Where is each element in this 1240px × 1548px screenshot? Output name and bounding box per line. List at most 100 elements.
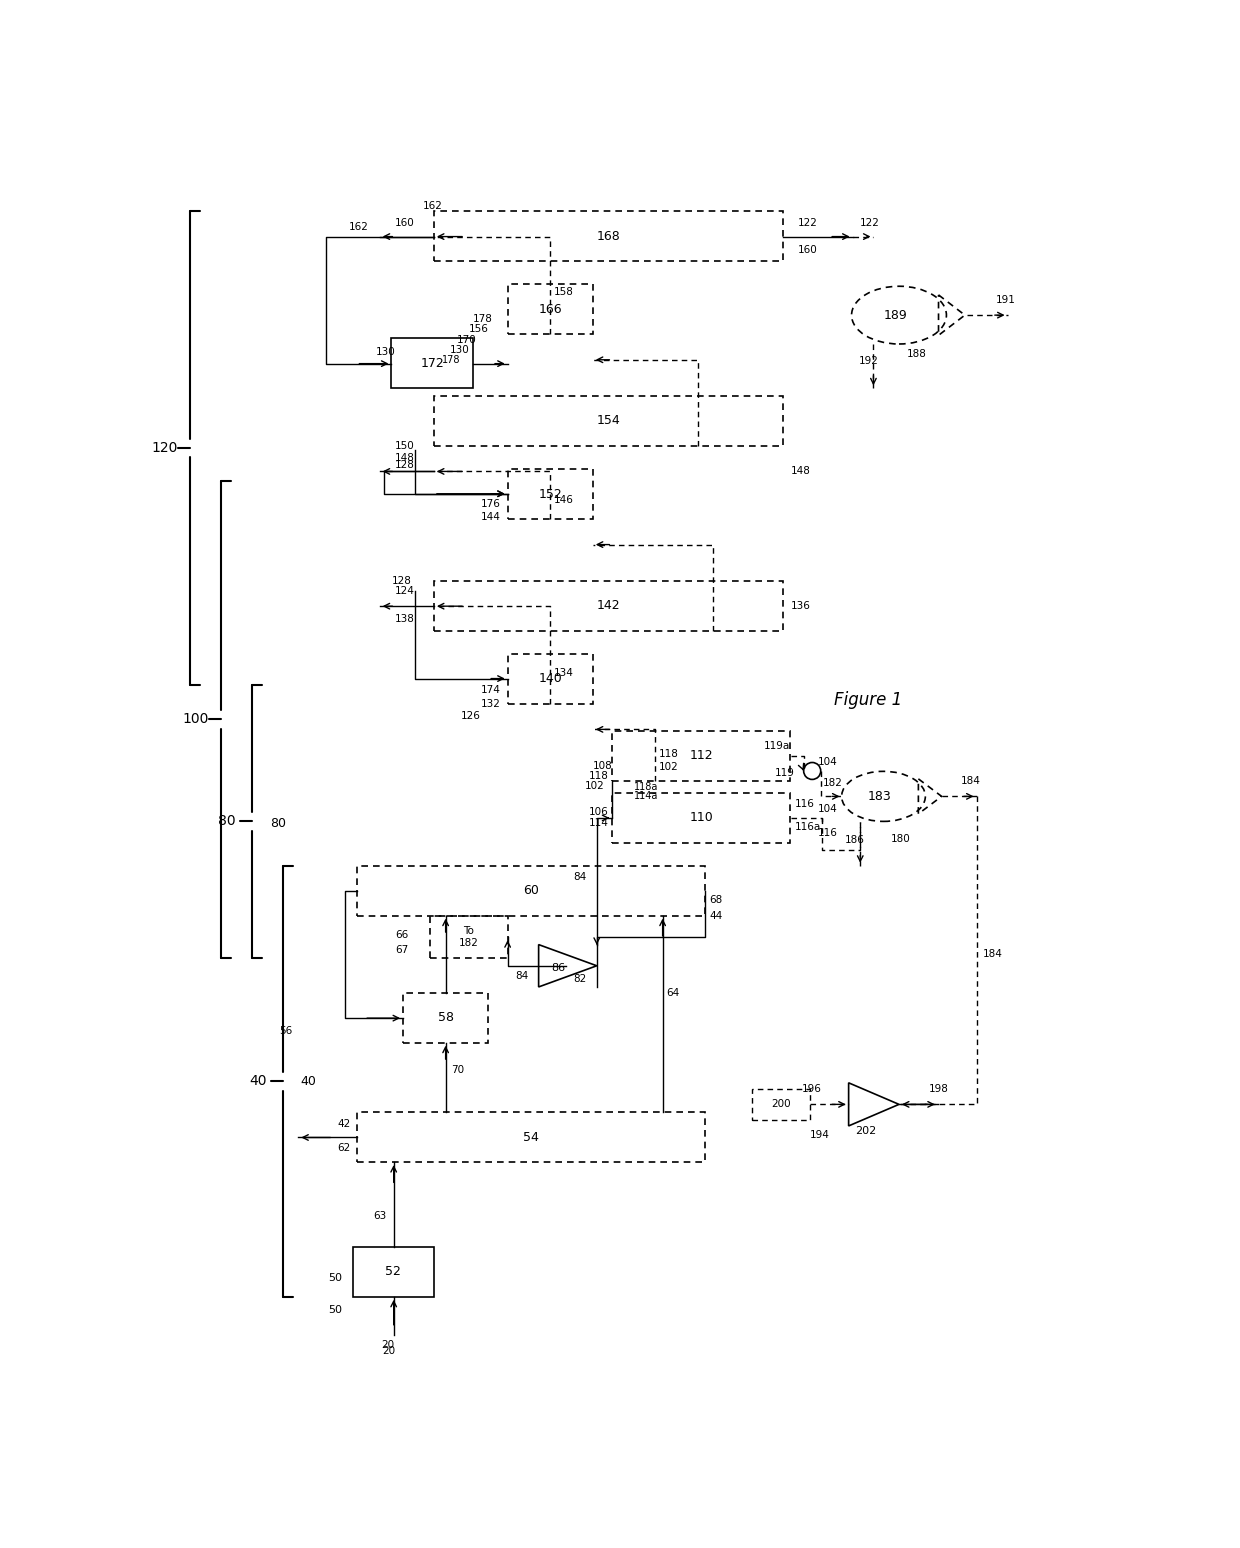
Text: 184: 184 bbox=[961, 776, 981, 786]
Bar bbox=[403, 992, 489, 1043]
Text: 70: 70 bbox=[451, 1065, 464, 1074]
Text: 42: 42 bbox=[337, 1119, 351, 1128]
Text: 116: 116 bbox=[817, 828, 837, 837]
Text: 119a: 119a bbox=[764, 741, 790, 751]
Text: 40: 40 bbox=[249, 1074, 267, 1088]
Text: 20: 20 bbox=[381, 1341, 394, 1350]
Text: To
182: To 182 bbox=[459, 926, 479, 947]
Text: 130: 130 bbox=[449, 345, 469, 354]
Text: 106: 106 bbox=[589, 807, 609, 817]
Text: 183: 183 bbox=[868, 789, 892, 803]
Text: 116a: 116a bbox=[795, 822, 821, 833]
Text: 168: 168 bbox=[596, 229, 620, 243]
Text: 64: 64 bbox=[667, 988, 680, 998]
Text: 82: 82 bbox=[573, 974, 587, 985]
Text: 178: 178 bbox=[472, 314, 492, 324]
Text: 162: 162 bbox=[348, 221, 368, 232]
Text: 60: 60 bbox=[523, 884, 539, 898]
Text: 174: 174 bbox=[481, 686, 501, 695]
Text: 162: 162 bbox=[423, 201, 443, 211]
Text: 118a: 118a bbox=[634, 782, 658, 793]
Bar bbox=[357, 865, 706, 916]
Bar bbox=[352, 1246, 434, 1297]
Text: 128: 128 bbox=[396, 460, 415, 471]
Bar bbox=[434, 580, 782, 632]
Bar bbox=[434, 211, 782, 262]
Text: 80: 80 bbox=[218, 814, 236, 828]
Text: 130: 130 bbox=[376, 347, 396, 358]
Bar bbox=[357, 1111, 706, 1163]
Text: 176: 176 bbox=[481, 498, 501, 509]
Bar bbox=[434, 396, 782, 446]
Text: 116: 116 bbox=[795, 799, 815, 810]
Text: 134: 134 bbox=[554, 669, 574, 678]
Text: 196: 196 bbox=[802, 1084, 822, 1094]
Text: 118: 118 bbox=[589, 771, 609, 780]
Text: 104: 104 bbox=[817, 805, 837, 814]
Text: 180: 180 bbox=[892, 834, 911, 844]
Text: 178: 178 bbox=[441, 354, 460, 365]
Text: 198: 198 bbox=[929, 1084, 949, 1094]
Text: 202: 202 bbox=[856, 1127, 877, 1136]
Text: 144: 144 bbox=[481, 512, 501, 522]
Text: 122: 122 bbox=[799, 218, 818, 228]
Text: 58: 58 bbox=[438, 1011, 454, 1025]
Text: 102: 102 bbox=[585, 782, 605, 791]
Text: 50: 50 bbox=[329, 1272, 342, 1283]
Text: 118: 118 bbox=[658, 749, 678, 759]
Text: 188: 188 bbox=[906, 348, 926, 359]
Text: 54: 54 bbox=[523, 1130, 539, 1144]
Text: 150: 150 bbox=[396, 441, 415, 450]
Text: 68: 68 bbox=[709, 895, 723, 906]
Text: 154: 154 bbox=[596, 415, 620, 427]
Text: 142: 142 bbox=[596, 599, 620, 613]
Text: 112: 112 bbox=[689, 749, 713, 763]
Text: 84: 84 bbox=[516, 971, 528, 981]
Text: 63: 63 bbox=[373, 1211, 387, 1221]
Text: 192: 192 bbox=[858, 356, 879, 367]
Text: 120: 120 bbox=[151, 441, 179, 455]
Bar bbox=[392, 337, 472, 389]
Text: 110: 110 bbox=[689, 811, 713, 824]
Text: 114a: 114a bbox=[634, 791, 658, 802]
Text: 124: 124 bbox=[396, 585, 415, 596]
Text: 146: 146 bbox=[554, 495, 574, 505]
Text: 126: 126 bbox=[461, 711, 481, 720]
Text: 100: 100 bbox=[182, 712, 210, 726]
Bar bbox=[507, 653, 593, 704]
Text: 138: 138 bbox=[396, 615, 415, 624]
Text: 160: 160 bbox=[799, 245, 818, 255]
Text: 148: 148 bbox=[791, 466, 811, 477]
Text: 140: 140 bbox=[538, 672, 562, 686]
Text: 170: 170 bbox=[458, 334, 477, 345]
Text: 156: 156 bbox=[469, 324, 489, 334]
Text: 67: 67 bbox=[396, 946, 408, 955]
Text: 186: 186 bbox=[844, 836, 864, 845]
Bar bbox=[507, 285, 593, 334]
Text: 152: 152 bbox=[538, 488, 562, 500]
Text: 86: 86 bbox=[551, 963, 565, 974]
Text: 62: 62 bbox=[337, 1144, 351, 1153]
Text: 122: 122 bbox=[861, 218, 880, 228]
Bar bbox=[613, 731, 791, 782]
Text: 114: 114 bbox=[589, 819, 609, 828]
Text: 80: 80 bbox=[270, 817, 285, 830]
Text: 132: 132 bbox=[481, 700, 501, 709]
Text: 172: 172 bbox=[420, 356, 444, 370]
Text: 84: 84 bbox=[573, 872, 587, 882]
Text: 189: 189 bbox=[883, 308, 906, 322]
Text: 56: 56 bbox=[279, 1026, 293, 1036]
Text: 200: 200 bbox=[771, 1099, 791, 1110]
Text: 191: 191 bbox=[996, 294, 1016, 305]
Text: 128: 128 bbox=[392, 576, 412, 585]
Text: Figure 1: Figure 1 bbox=[833, 690, 903, 709]
Text: 108: 108 bbox=[593, 760, 613, 771]
Text: 136: 136 bbox=[791, 601, 811, 611]
Text: 160: 160 bbox=[396, 218, 415, 228]
Text: 166: 166 bbox=[538, 303, 562, 316]
Bar bbox=[751, 1088, 810, 1119]
Bar bbox=[613, 793, 791, 842]
Text: 184: 184 bbox=[982, 949, 1003, 960]
Text: 20: 20 bbox=[382, 1345, 396, 1356]
Text: 119: 119 bbox=[775, 768, 795, 779]
